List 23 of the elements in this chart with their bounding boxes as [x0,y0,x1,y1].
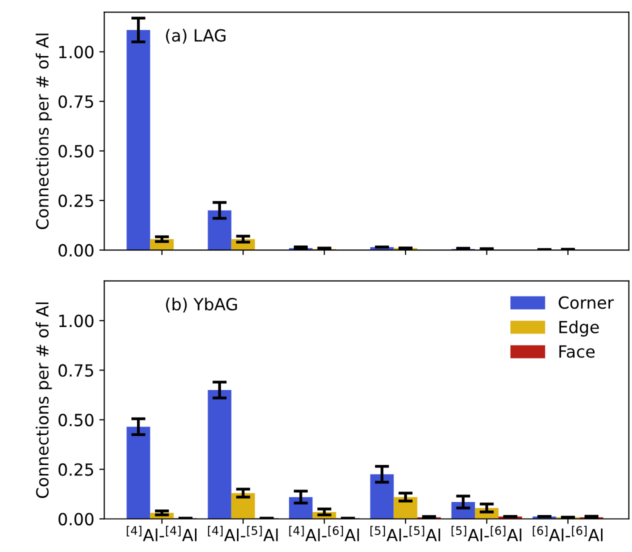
y-tick-label: 0.50 [58,144,94,158]
x-tick-label: $^{[5]}$Al-$^{[5]}$Al [370,526,440,542]
x-tick-label: $^{[4]}$Al-$^{[4]}$Al [126,526,196,542]
y-axis-title: Connections per # of Al [36,302,52,498]
y-tick-label: 0.00 [58,512,94,526]
x-tick-label: $^{[6]}$Al-$^{[6]}$Al [532,526,602,542]
y-axis-title: Connections per # of Al [36,34,52,230]
y-tick-label: 0.25 [58,463,94,476]
text: (b) YbAG [166,298,237,312]
legend-label: Corner [558,296,614,309]
y-tick-label: 0.25 [58,194,94,208]
y-tick-label: 1.00 [59,46,94,58]
x-tick-label: $^{[4]}$Al-$^{[6]}$Al [289,526,359,542]
y-tick-label: 0.50 [58,414,94,426]
y-tick-label: 0.75 [58,364,94,377]
x-tick-label: $^{[4]}$Al-$^{[5]}$Al [208,526,278,542]
x-tick-label: $^{[5]}$Al-$^{[6]}$Al [452,526,522,542]
legend-label: Face [559,345,595,358]
y-tick-label: 1.00 [59,314,94,328]
legend-label: Edge [559,320,599,337]
y-tick-label: 0.75 [58,95,94,108]
y-tick-label: 0.00 [58,244,94,257]
text: (a) LAG [166,28,226,44]
